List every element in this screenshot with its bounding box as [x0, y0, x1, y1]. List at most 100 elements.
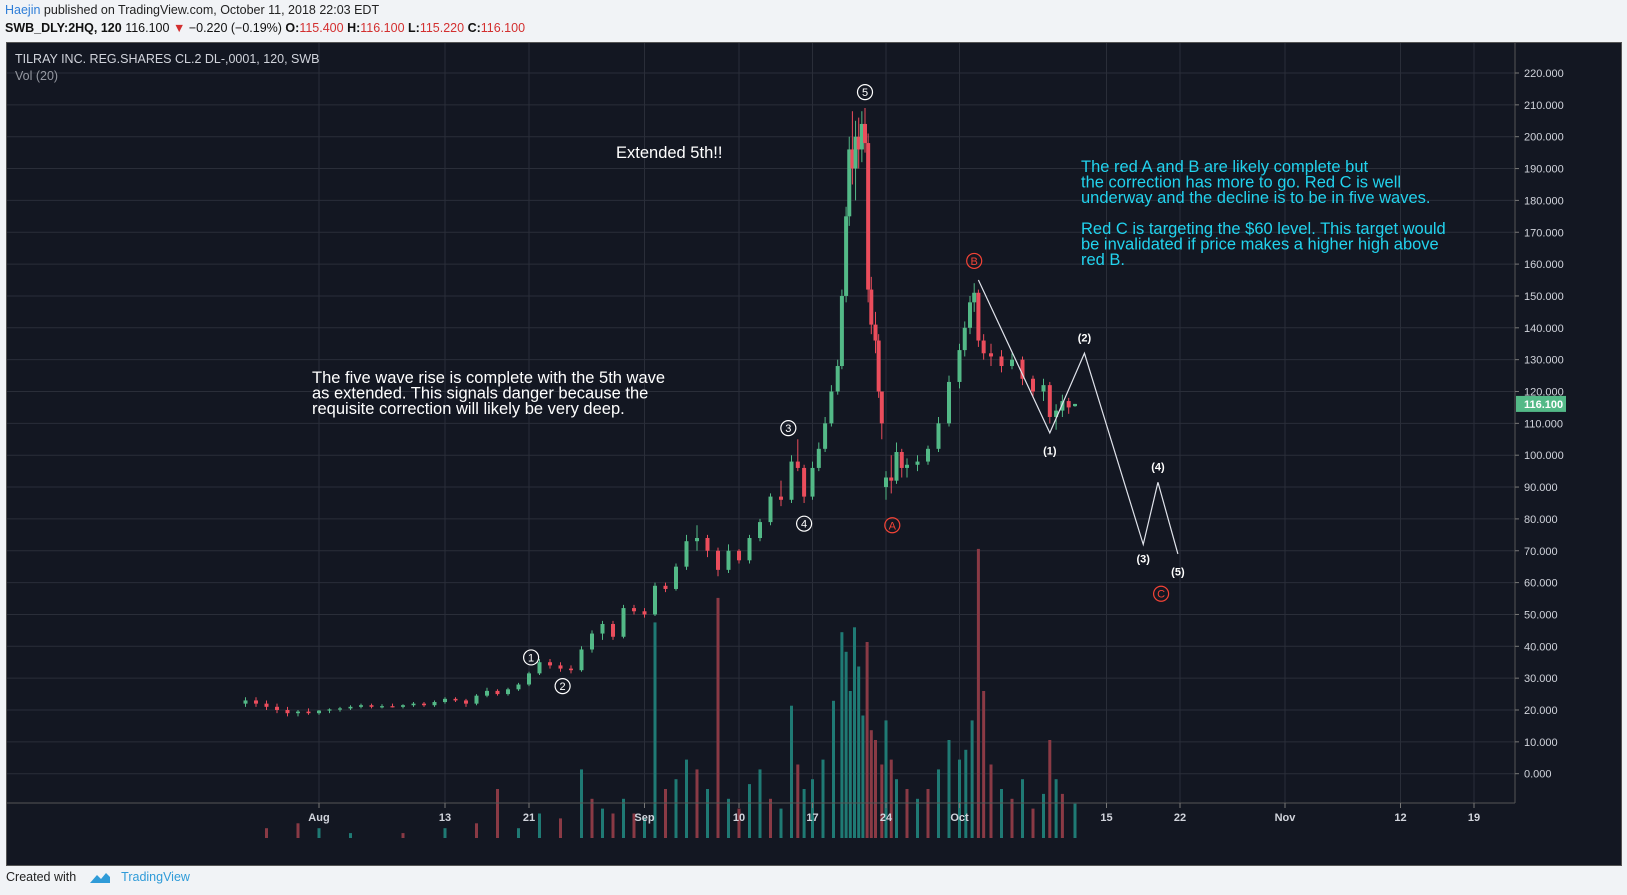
volume-bar: [821, 759, 825, 838]
annotation-line: as extended. This signals danger because…: [312, 385, 648, 403]
wave-marker-label: 2: [560, 681, 566, 693]
candle: [548, 659, 552, 669]
price-tick-label: 140.000: [1524, 323, 1564, 335]
candle-body: [317, 710, 321, 714]
candle: [873, 311, 878, 354]
annotation-red-ab: The red A and B are likely complete but t…: [1081, 158, 1446, 269]
candle: [1031, 375, 1035, 398]
candle: [905, 458, 909, 478]
volume-bar: [695, 769, 699, 838]
candle: [296, 710, 300, 717]
price-tick-label: 20.000: [1524, 705, 1558, 717]
candle: [835, 359, 840, 395]
volume-bar: [317, 828, 321, 838]
candle: [359, 703, 363, 709]
candle: [1041, 378, 1046, 402]
candle-body: [899, 452, 904, 468]
volume-bar: [832, 700, 835, 838]
candle: [369, 703, 374, 709]
candle: [894, 442, 899, 484]
volume-bar: [401, 833, 405, 838]
wave-marker-label: A: [889, 520, 897, 532]
volume-bar: [840, 632, 844, 838]
candle: [884, 471, 888, 500]
candle-body: [884, 477, 888, 488]
candle-body: [856, 136, 861, 150]
candle-body: [1031, 378, 1035, 392]
open-value: 115.400: [299, 21, 344, 35]
candle-body: [296, 711, 300, 714]
projection-wave-label: (1): [1043, 445, 1057, 457]
candle-body: [432, 702, 437, 706]
candle-body: [859, 123, 864, 150]
candle-body: [844, 216, 849, 296]
candle-body: [327, 709, 332, 711]
candle-body: [1054, 410, 1059, 417]
candle: [621, 604, 626, 639]
volume-bar: [989, 764, 993, 838]
wave-marker: 5: [856, 84, 874, 101]
candle: [401, 704, 405, 709]
candle-body: [369, 705, 374, 707]
candle-body: [850, 149, 855, 169]
candle: [1066, 397, 1071, 414]
wave-projection: (1) (2) (3) (4) (5): [977, 279, 1185, 578]
candle: [495, 689, 500, 696]
author-link[interactable]: Haejin: [5, 3, 41, 17]
candle-body: [590, 633, 594, 650]
wave-marker: 3: [780, 420, 797, 437]
candle-body: [863, 123, 867, 144]
price-tick-label: 40.000: [1524, 641, 1558, 653]
price-tick-label: 210.000: [1524, 100, 1564, 112]
volume-bar: [861, 715, 865, 838]
candle-body: [957, 350, 962, 382]
volume-bar: [475, 823, 478, 838]
candle-body: [866, 143, 871, 290]
volume-bar: [790, 705, 793, 838]
candle-body: [275, 706, 279, 710]
time-tick-label: Sep: [634, 812, 654, 824]
candle: [999, 350, 1004, 373]
volume-bar: [802, 789, 806, 838]
candle: [348, 705, 353, 710]
volume-bar: [874, 740, 877, 838]
candle: [716, 547, 720, 577]
wave-marker: C: [1152, 585, 1170, 602]
candle-body: [962, 327, 967, 351]
candle-body: [569, 668, 573, 671]
volume-bar: [622, 798, 625, 838]
volume-bar: [958, 759, 961, 838]
candle: [432, 700, 437, 707]
time-tick-label: 13: [439, 812, 451, 824]
candle: [768, 493, 773, 526]
volume-bar: [853, 627, 856, 838]
candle-body: [401, 705, 405, 707]
candle-body: [853, 136, 858, 169]
price-tick-label: 170.000: [1524, 227, 1564, 239]
candle-body: [839, 295, 844, 367]
candle: [981, 334, 986, 360]
low-label: L:: [408, 21, 420, 35]
price-tick-label: 220.000: [1524, 68, 1564, 80]
tradingview-brand-link[interactable]: TradingView: [121, 870, 190, 884]
volume-bar: [748, 784, 751, 838]
candle-body: [926, 448, 930, 462]
volume-bar: [1000, 789, 1003, 838]
volume-bar: [869, 730, 873, 838]
candle: [1060, 394, 1065, 417]
volume-bar: [937, 769, 940, 838]
time-tick-label: 10: [733, 812, 745, 824]
candle: [779, 480, 783, 507]
candle-body: [795, 461, 800, 468]
volume-bar: [1031, 808, 1035, 838]
wave-marker: B: [966, 252, 983, 270]
volume-bar: [559, 818, 562, 838]
price-axis: 220.000 210.000 200.000 190.000 180.000 170.0…: [1514, 43, 1566, 803]
volume-bar: [947, 740, 951, 838]
candle: [1047, 381, 1052, 424]
candle-body: [1073, 403, 1077, 407]
volume-bar: [848, 691, 852, 838]
wave-marker: 2: [554, 678, 571, 695]
